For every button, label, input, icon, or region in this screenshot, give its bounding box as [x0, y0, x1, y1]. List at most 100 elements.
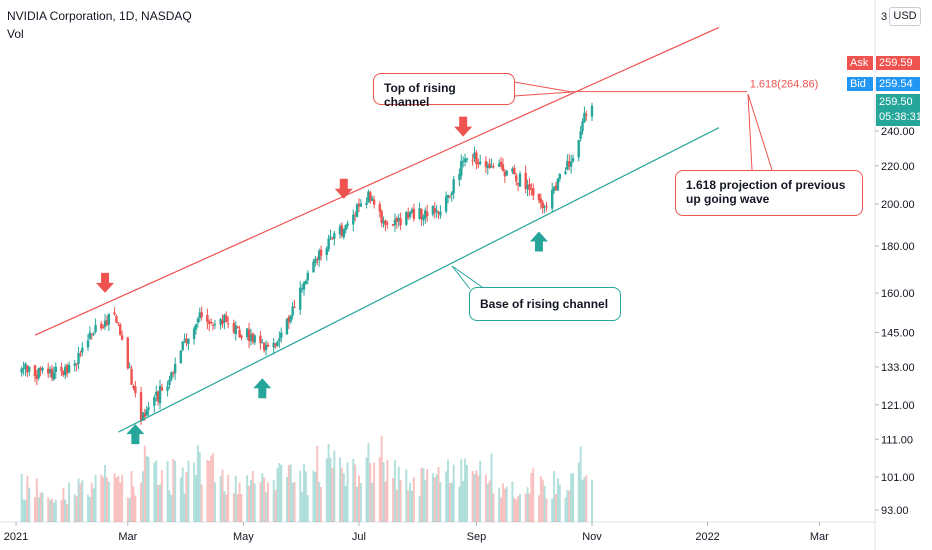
candle-body	[571, 158, 575, 162]
volume-bar	[530, 472, 533, 522]
volume-bar	[424, 479, 427, 522]
candle-body	[488, 163, 491, 168]
volume-bar	[331, 468, 334, 522]
volume-bar	[200, 484, 203, 522]
candle-body	[209, 322, 213, 324]
volume-bar	[73, 494, 76, 522]
volume-bar	[195, 475, 197, 522]
candle-body	[448, 195, 452, 197]
candle-body	[134, 386, 137, 394]
bid-value: 259.54	[876, 77, 920, 91]
candle-body	[503, 171, 507, 177]
candle-body	[100, 323, 103, 329]
candle-body	[285, 318, 289, 335]
candle-body	[194, 324, 198, 330]
candle-body	[119, 324, 122, 335]
candle-body	[22, 367, 25, 369]
volume-bar	[198, 451, 201, 522]
candle-body	[198, 312, 201, 319]
currency-button[interactable]: USD	[889, 7, 921, 26]
volume-bar	[556, 478, 559, 522]
volume-bar	[267, 482, 269, 522]
volume-bar	[539, 476, 542, 522]
candle-body	[331, 238, 334, 240]
volume-bar	[484, 474, 487, 522]
candle-body	[554, 185, 558, 190]
volume-bar	[66, 503, 69, 522]
candle-body	[312, 261, 315, 273]
candle-body	[54, 366, 57, 372]
callout-top-channel[interactable]: Top of rising channel	[373, 73, 515, 109]
candle-body	[166, 386, 169, 391]
channel-lines	[34, 26, 747, 433]
candle-body	[590, 105, 594, 117]
volume-bars	[20, 435, 593, 522]
volume-bar	[102, 477, 105, 522]
candle-body	[221, 320, 224, 324]
candle-body	[183, 339, 186, 341]
volume-bar	[460, 459, 463, 522]
candle-body	[48, 369, 52, 374]
volume-bar	[500, 497, 503, 522]
volume-bar	[22, 499, 25, 522]
candle-body	[499, 161, 503, 166]
volume-bar	[431, 473, 434, 522]
volume-bar	[47, 497, 50, 522]
candle-body	[208, 321, 211, 324]
price-tick-label: 133.00	[881, 362, 915, 374]
volume-bar	[445, 471, 448, 522]
candle-body	[384, 220, 387, 225]
candle-body	[75, 363, 78, 365]
candle-body	[418, 208, 421, 219]
volume-bar	[486, 483, 489, 522]
volume-bar	[62, 487, 65, 522]
callout-base-channel[interactable]: Base of rising channel	[469, 287, 621, 321]
lower-channel-line[interactable]	[118, 127, 720, 433]
candle-body	[65, 365, 69, 374]
volume-bar	[553, 470, 556, 522]
volume-bar	[285, 476, 288, 522]
upper-channel-line[interactable]	[34, 26, 720, 336]
candle-body	[543, 206, 546, 208]
volume-bar	[369, 463, 372, 522]
volume-bar	[477, 475, 480, 522]
candle-body	[552, 186, 556, 191]
candle-body	[346, 223, 349, 226]
candle-body	[316, 259, 319, 261]
candle-body	[274, 343, 277, 347]
volume-bar	[418, 495, 421, 522]
volume-bar	[143, 445, 146, 522]
candle-body	[60, 367, 63, 372]
candle-body	[452, 179, 455, 194]
volume-bar	[543, 485, 546, 522]
candle-body	[492, 166, 495, 168]
volume-bar	[411, 490, 413, 522]
candle-body	[81, 347, 84, 353]
price-tick-label: 145.00	[881, 327, 915, 339]
volume-bar	[179, 477, 182, 522]
volume-bar	[234, 475, 237, 522]
volume-bar	[219, 476, 222, 522]
volume-bar	[365, 457, 368, 522]
volume-bar	[246, 475, 249, 522]
volume-bar	[155, 460, 158, 522]
candle-body	[41, 367, 44, 371]
candle-body	[185, 338, 188, 343]
candle-body	[450, 192, 453, 195]
candle-body	[352, 214, 355, 225]
bullish-arrow-icon	[126, 424, 145, 445]
volume-bar	[316, 445, 319, 522]
volume-bar	[196, 445, 199, 522]
candle-body	[155, 392, 158, 396]
candle-body	[143, 413, 147, 417]
callout-projection[interactable]: 1.618 projection of previous up going wa…	[675, 170, 863, 216]
volume-bar	[333, 450, 336, 522]
volume-bar	[193, 462, 196, 522]
candle-body	[371, 198, 374, 202]
candle-body	[278, 338, 281, 342]
candle-body	[405, 211, 408, 225]
volume-indicator-label[interactable]: Vol	[7, 27, 24, 41]
volume-bar	[405, 469, 408, 522]
connector-projection	[747, 93, 773, 171]
volume-bar	[248, 485, 251, 522]
